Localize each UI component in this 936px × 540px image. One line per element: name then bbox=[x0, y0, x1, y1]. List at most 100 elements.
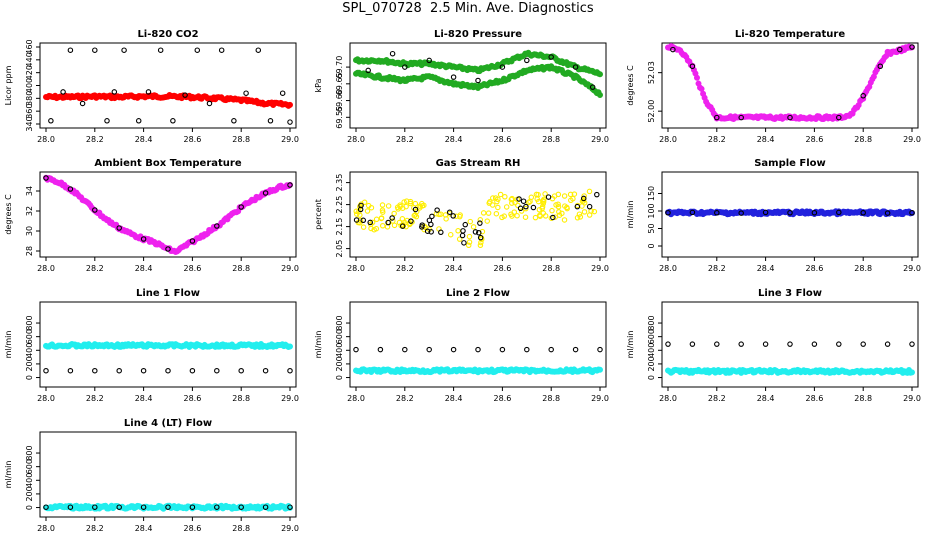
data-point bbox=[461, 240, 467, 246]
data-point bbox=[762, 341, 769, 347]
data-point bbox=[396, 219, 403, 226]
data-point bbox=[43, 175, 49, 181]
data-point bbox=[665, 210, 671, 216]
x-tick-label: 28.2 bbox=[86, 524, 104, 533]
data-point bbox=[509, 213, 515, 219]
data-point bbox=[79, 100, 86, 107]
data-point bbox=[368, 225, 374, 232]
data-point bbox=[477, 242, 484, 249]
data-point bbox=[689, 63, 696, 70]
plot-frame bbox=[349, 42, 607, 129]
data-point bbox=[353, 217, 360, 223]
data-point bbox=[399, 216, 406, 222]
data-point bbox=[286, 343, 293, 350]
data-point bbox=[475, 77, 481, 84]
data-point bbox=[447, 231, 454, 238]
y-tick-label: 400 bbox=[25, 78, 34, 93]
data-point bbox=[524, 346, 530, 353]
data-point bbox=[511, 209, 518, 215]
data-point bbox=[550, 214, 556, 221]
data-point bbox=[597, 366, 604, 373]
x-tick-label: 28.4 bbox=[135, 524, 153, 533]
data-point bbox=[594, 191, 600, 198]
data-point bbox=[556, 212, 563, 218]
data-point bbox=[909, 210, 915, 216]
series-rh-black bbox=[353, 191, 600, 246]
series-rh-yellow bbox=[353, 188, 598, 249]
data-point bbox=[450, 213, 456, 219]
x-tick-label: 28.0 bbox=[659, 264, 677, 273]
series-line4-cyan bbox=[43, 502, 293, 512]
x-tick-label: 28.2 bbox=[396, 394, 414, 403]
data-point bbox=[255, 47, 262, 53]
x-tick-label: 28.8 bbox=[542, 394, 560, 403]
y-tick-label: 0 bbox=[25, 375, 34, 380]
data-point bbox=[523, 205, 529, 212]
data-point bbox=[787, 341, 793, 347]
series-licor-temp-black bbox=[670, 44, 915, 121]
data-point bbox=[738, 114, 744, 121]
data-point bbox=[542, 213, 549, 219]
data-point bbox=[170, 118, 176, 124]
data-point bbox=[267, 118, 274, 124]
data-point bbox=[580, 195, 587, 202]
y-tick-label: 69.60 bbox=[335, 89, 344, 112]
data-point bbox=[517, 205, 524, 212]
data-point bbox=[528, 194, 535, 201]
data-point bbox=[466, 233, 473, 240]
data-point bbox=[499, 346, 506, 353]
data-point bbox=[836, 114, 842, 121]
data-point bbox=[561, 217, 568, 223]
data-point bbox=[67, 367, 74, 374]
data-point bbox=[287, 119, 293, 125]
series-licor-temp-magenta bbox=[665, 43, 916, 123]
data-point bbox=[357, 203, 363, 210]
data-point bbox=[460, 228, 466, 234]
data-point bbox=[787, 114, 793, 121]
y-tick-label: 380 bbox=[25, 91, 34, 106]
data-point bbox=[459, 232, 466, 239]
data-point bbox=[492, 195, 499, 201]
series-line2-black bbox=[353, 346, 603, 353]
data-point bbox=[262, 367, 269, 374]
x-tick-label: 28.2 bbox=[708, 394, 726, 403]
data-point bbox=[475, 346, 481, 353]
x-tick-label: 28.4 bbox=[445, 135, 463, 144]
data-point bbox=[104, 118, 110, 124]
data-point bbox=[194, 47, 201, 53]
data-point bbox=[714, 210, 720, 216]
data-point bbox=[379, 202, 386, 208]
data-point bbox=[407, 198, 414, 205]
x-tick-label: 28.4 bbox=[135, 394, 153, 403]
data-point bbox=[135, 118, 142, 124]
x-tick-label: 28.6 bbox=[493, 394, 511, 403]
series-group bbox=[43, 47, 293, 125]
data-point bbox=[407, 221, 413, 228]
data-point bbox=[860, 210, 866, 216]
series-line1-cyan bbox=[43, 341, 293, 351]
data-point bbox=[530, 204, 537, 211]
data-point bbox=[434, 207, 440, 213]
data-point bbox=[286, 101, 293, 108]
data-point bbox=[116, 367, 122, 374]
data-point bbox=[572, 346, 579, 353]
data-point bbox=[503, 204, 510, 210]
y-tick-label: 400 bbox=[647, 343, 656, 358]
data-point bbox=[189, 504, 196, 510]
data-point bbox=[909, 341, 915, 347]
data-point bbox=[738, 210, 744, 216]
y-tick-label: 440 bbox=[25, 52, 34, 67]
data-point bbox=[512, 199, 518, 206]
data-point bbox=[693, 74, 700, 81]
data-point bbox=[360, 224, 367, 230]
x-tick-label: 28.6 bbox=[805, 394, 823, 403]
data-point bbox=[665, 341, 671, 347]
plot-frame bbox=[661, 301, 919, 388]
data-point bbox=[48, 118, 54, 124]
x-tick-label: 28.2 bbox=[396, 264, 414, 273]
data-point bbox=[379, 223, 386, 229]
data-point bbox=[564, 205, 570, 212]
data-point bbox=[549, 207, 555, 214]
data-point bbox=[526, 199, 532, 206]
y-axis-label: ml/min bbox=[4, 461, 13, 489]
